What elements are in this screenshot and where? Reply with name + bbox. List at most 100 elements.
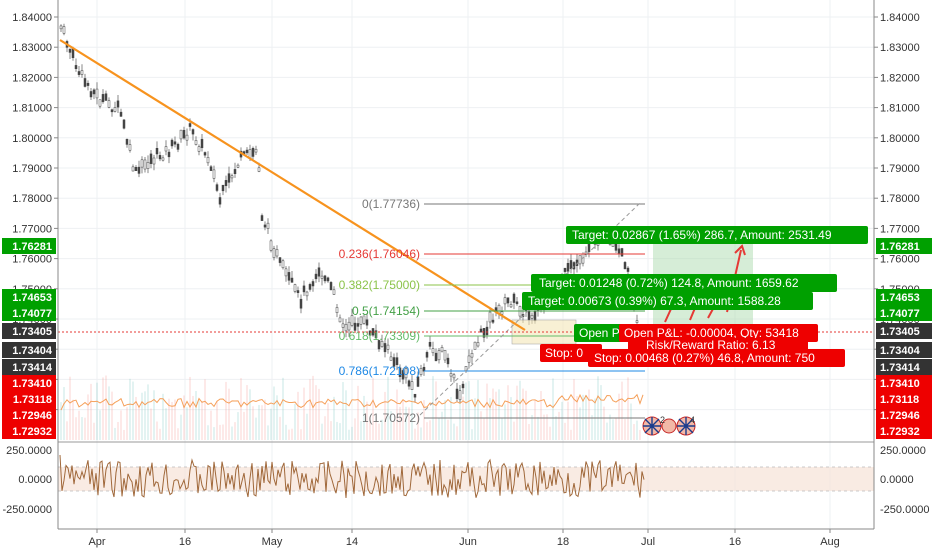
open-pnl-label[interactable]: Open P&L: -0.00004, Qty: 53418 [619, 324, 818, 342]
target-label-1[interactable]: Target: 0.02867 (1.65%) 286.7, Amount: 2… [566, 226, 868, 244]
candle [98, 99, 102, 107]
candle [347, 321, 351, 331]
price-tick-label: 1.83000 [880, 42, 920, 54]
candle [317, 267, 321, 277]
candle [473, 341, 477, 350]
trend-line[interactable] [59, 39, 526, 331]
risk-reward-label-text: Risk/Reward Ratio: 6.13 [646, 338, 776, 352]
candle [116, 100, 120, 108]
price-tag-label: 1.74077 [12, 308, 52, 320]
time-axis[interactable]: Apr 16 May 14 Jun 18 Jul 16 Aug [88, 529, 840, 548]
candle [290, 277, 294, 283]
price-tag [876, 423, 932, 439]
candle [293, 284, 297, 292]
oscillator-tick-label: 250.0000 [6, 445, 52, 457]
price-tag [2, 423, 56, 439]
candle [566, 262, 570, 272]
event-flag-icon[interactable] [661, 418, 677, 434]
price-tag-label: 1.73405 [12, 326, 52, 338]
candle [425, 352, 429, 358]
candle [92, 89, 96, 95]
candle [314, 273, 318, 280]
candle [533, 311, 537, 322]
candle [257, 167, 261, 172]
price-tag-label: 1.73414 [880, 362, 921, 374]
candle [410, 381, 414, 390]
candle [167, 151, 171, 158]
price-tag-label: 1.72932 [12, 426, 52, 438]
candle [179, 129, 183, 140]
candle [440, 347, 444, 352]
candle [377, 340, 381, 350]
candle [527, 311, 531, 321]
candle [221, 184, 225, 192]
price-tag [876, 305, 932, 321]
candle [413, 393, 417, 398]
candle [467, 355, 471, 363]
candle [107, 100, 111, 108]
candle [215, 184, 219, 191]
candle [188, 123, 192, 127]
candle [200, 138, 204, 149]
candle [125, 138, 129, 145]
candle [89, 91, 93, 98]
price-tick-label: 1.82000 [12, 72, 52, 84]
candle [278, 257, 282, 263]
candle [230, 175, 234, 179]
candle [386, 344, 390, 350]
candle [254, 148, 258, 153]
price-tick-label: 1.76000 [12, 254, 52, 266]
candle [485, 326, 489, 336]
candle [101, 94, 105, 103]
candle [263, 224, 267, 228]
candle [443, 350, 447, 361]
candle [194, 140, 198, 145]
candle [488, 311, 492, 323]
price-tag [2, 238, 56, 254]
candle [128, 144, 132, 151]
candle [407, 380, 411, 387]
oscillator-tick-label: 250.0000 [880, 445, 926, 457]
candle [149, 153, 153, 164]
candle [245, 149, 249, 154]
risk-reward-label[interactable]: Risk/Reward Ratio: 6.13 [628, 338, 808, 352]
candle [251, 147, 255, 157]
stop-label[interactable]: Stop: 0.00468 (0.27%) 46.8, Amount: 750 [588, 349, 845, 367]
candle [59, 25, 63, 30]
target-label-3[interactable]: Target: 0.00673 (0.39%) 67.3, Amount: 15… [522, 292, 813, 310]
price-tick-label: 1.79000 [12, 163, 52, 175]
price-pane[interactable] [58, 0, 874, 440]
price-tag-label: 1.76281 [880, 241, 920, 253]
candle [335, 307, 339, 313]
fib-level-label: 1(1.70572) [362, 411, 420, 425]
price-tag-label: 1.73404 [12, 345, 53, 357]
candle [182, 129, 186, 139]
price-tag [2, 375, 56, 391]
price-tick-label: 1.77000 [880, 223, 920, 235]
price-tick-label: 1.80000 [880, 133, 920, 145]
candle [497, 304, 501, 314]
fib-retracement[interactable]: 0(1.77736) 0.236(1.76046) 0.382(1.75000) 0.… [339, 197, 645, 425]
event-badges[interactable]: 2 4 [642, 415, 696, 436]
stop-label-partial[interactable]: Stop: 0 [540, 344, 602, 362]
target-label-2[interactable]: Target: 0.01248 (0.72%) 124.8, Amount: 1… [531, 274, 837, 292]
candle [479, 328, 483, 333]
fib-level-label: 0(1.77736) [362, 197, 420, 211]
price-tag [2, 305, 56, 321]
candlestick-series[interactable] [59, 23, 642, 403]
candle [362, 315, 366, 324]
candle [275, 249, 279, 257]
candle [509, 304, 513, 308]
candle [266, 222, 270, 229]
candle [326, 277, 330, 282]
candle [323, 275, 327, 282]
time-tick-label: Jul [641, 536, 655, 548]
target-label-1-text: Target: 0.02867 (1.65%) 286.7, Amount: 2… [572, 228, 832, 242]
candle [122, 119, 126, 129]
candle [404, 368, 408, 379]
candle [389, 356, 393, 361]
oscillator-axis[interactable]: 250.0000 250.0000 0.0000 0.0000 -250.0000 -25… [2, 445, 929, 516]
price-tag-label: 1.72932 [880, 426, 920, 438]
average-line [60, 393, 644, 411]
candle [308, 284, 312, 290]
